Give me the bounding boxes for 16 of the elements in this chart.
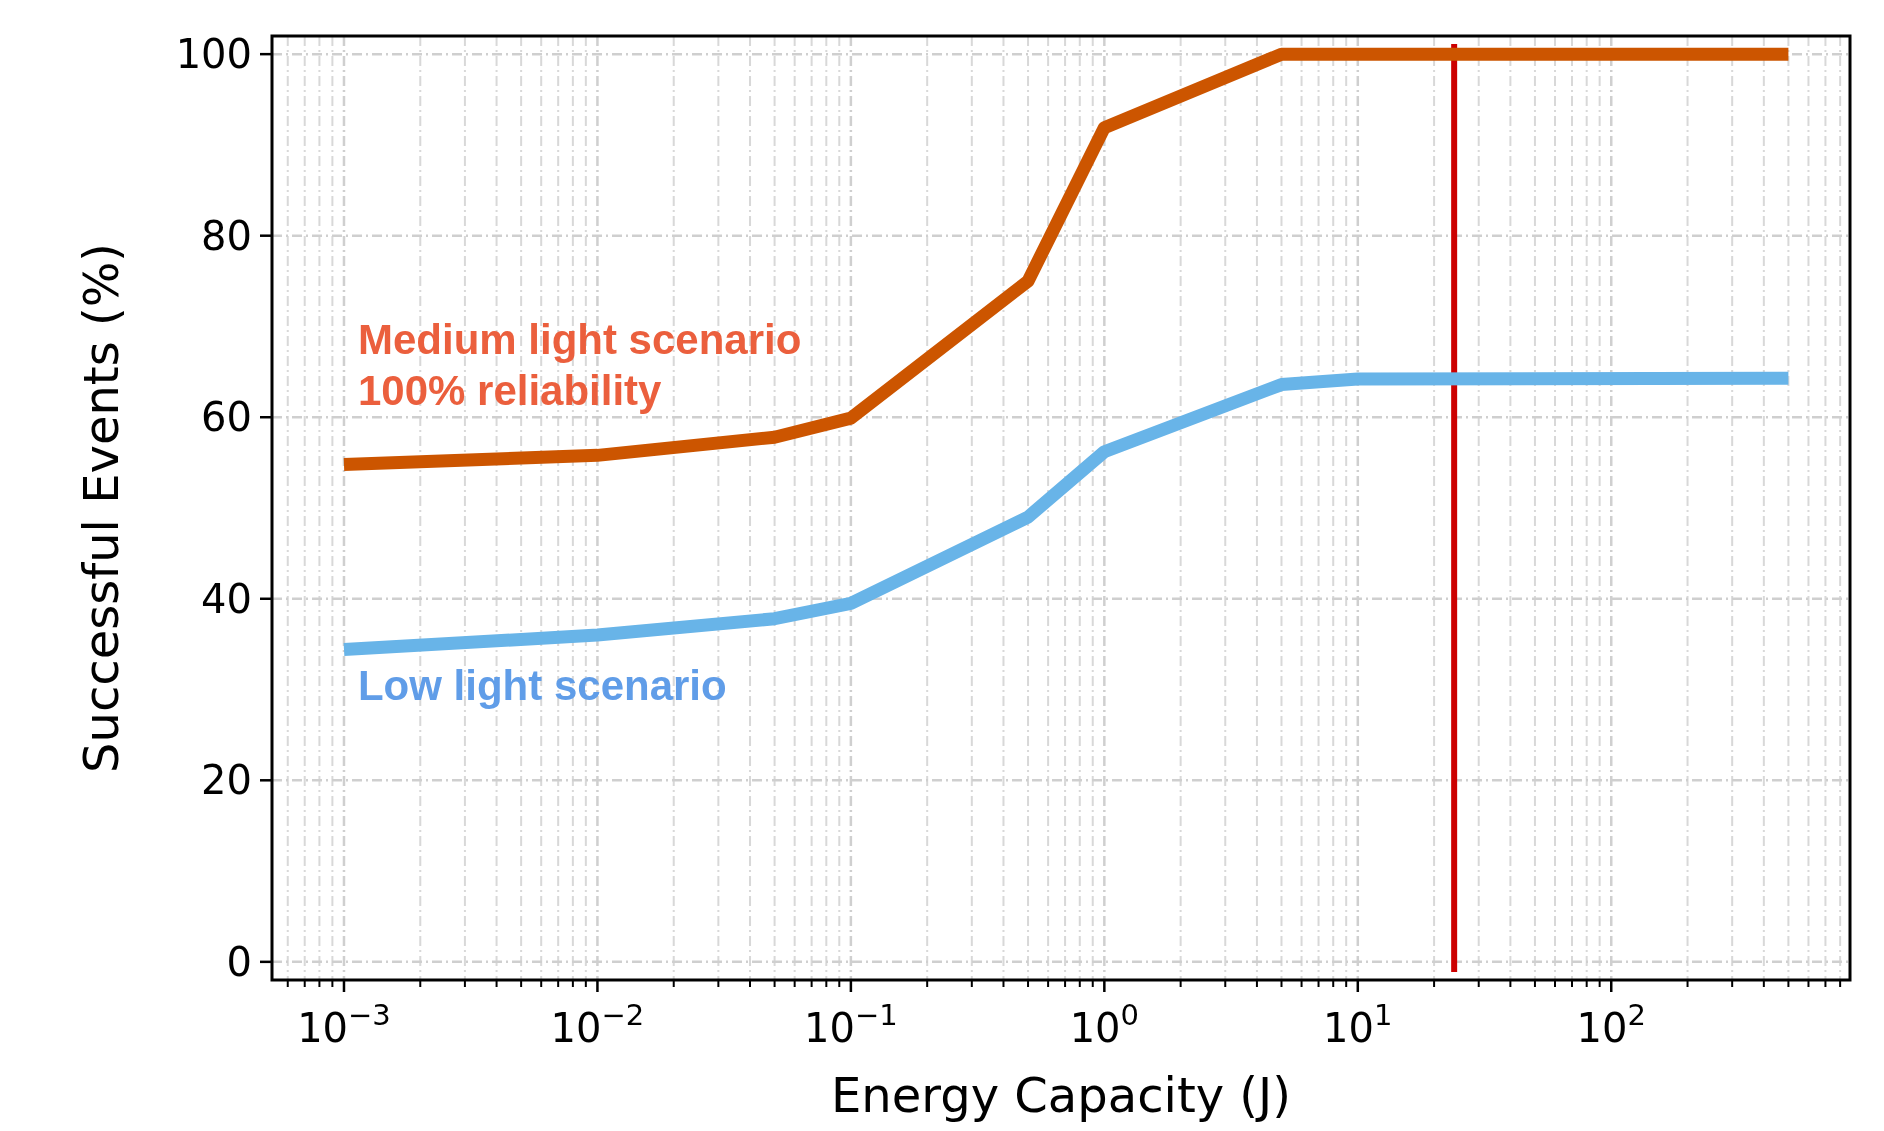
x-tick-label: 10$^{−2}$ xyxy=(550,998,645,1051)
series-label: Medium light scenario 100% reliability xyxy=(357,316,802,414)
y-tick-label: 80 xyxy=(201,212,252,259)
y-tick-label: 0 xyxy=(226,938,252,985)
x-tick-label: 10$^{1}$ xyxy=(1323,998,1393,1051)
y-tick-label: 40 xyxy=(201,575,252,622)
y-tick-label: 100 xyxy=(175,31,252,78)
y-tick-label: 20 xyxy=(201,757,252,804)
x-tick-label: 10$^{0}$ xyxy=(1069,998,1140,1051)
x-tick-label: 10$^{−1}$ xyxy=(804,998,898,1051)
y-axis-title: Successful Events (%) xyxy=(73,243,129,773)
series-label: Low light scenario xyxy=(357,661,727,709)
x-axis-title: Energy Capacity (J) xyxy=(831,1067,1291,1123)
x-tick-label: 10$^{2}$ xyxy=(1576,998,1646,1051)
y-tick-label: 60 xyxy=(201,394,252,441)
x-tick-label: 10$^{−3}$ xyxy=(297,998,391,1051)
